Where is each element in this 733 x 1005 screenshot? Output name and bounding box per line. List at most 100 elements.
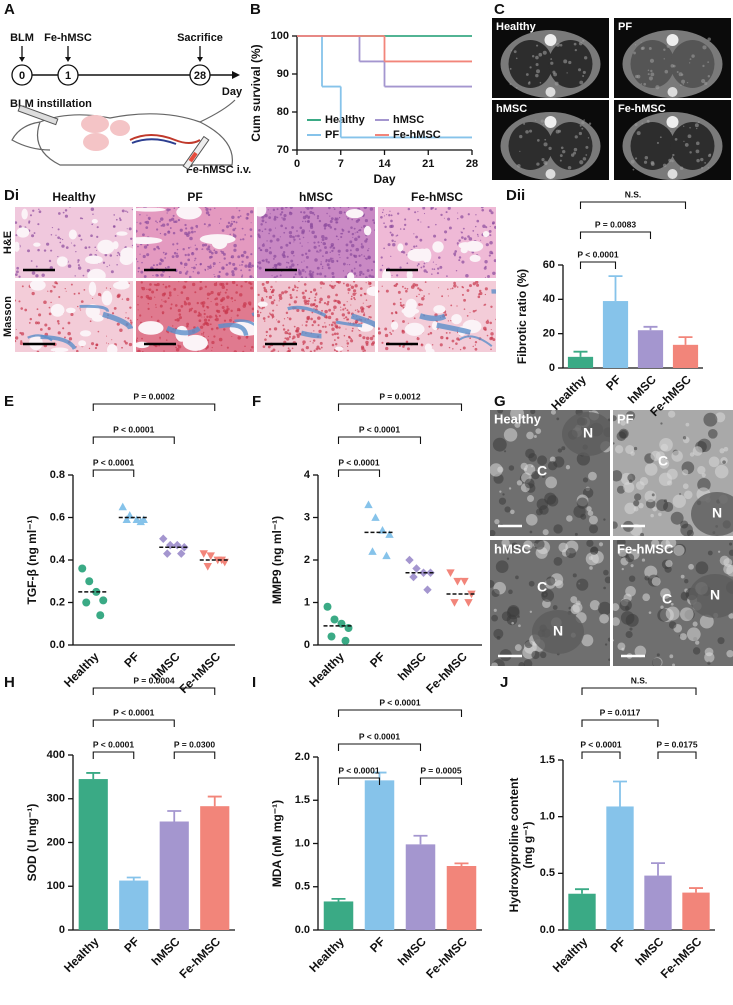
cell — [140, 281, 143, 284]
organelle — [633, 446, 638, 451]
cell — [264, 248, 269, 253]
ct-texture — [648, 47, 652, 50]
cell — [333, 305, 337, 310]
cell — [272, 234, 276, 238]
significance-bracket — [337, 709, 463, 717]
cell — [331, 343, 335, 347]
data-point — [327, 632, 336, 641]
alveolus — [404, 322, 425, 336]
cell — [338, 253, 340, 256]
cell — [445, 211, 448, 214]
cell — [300, 276, 304, 278]
organelle — [659, 437, 673, 452]
cell — [456, 242, 459, 245]
cell — [192, 266, 196, 270]
ct-texture — [577, 68, 582, 72]
cell — [261, 219, 265, 223]
cell — [462, 346, 466, 350]
cell — [239, 293, 243, 297]
cell — [362, 313, 366, 317]
cell — [261, 307, 263, 310]
ct-texture — [678, 72, 683, 77]
cell — [374, 229, 375, 231]
alveolus — [382, 269, 391, 278]
error-bar — [573, 350, 588, 357]
cell — [352, 236, 354, 239]
alveolus — [78, 340, 87, 347]
alveolus — [199, 234, 236, 245]
cell — [335, 293, 338, 297]
ct-texture — [670, 130, 672, 133]
cell — [270, 285, 273, 289]
cell — [458, 239, 461, 242]
ct-trachea — [666, 34, 679, 46]
cell — [318, 329, 322, 334]
organelle — [506, 557, 510, 560]
ct-texture — [535, 73, 539, 78]
cell — [144, 221, 147, 224]
cell — [387, 243, 391, 247]
cell — [231, 215, 235, 219]
cell — [407, 322, 409, 324]
cell — [236, 314, 239, 317]
organelle — [729, 542, 733, 546]
cell — [276, 208, 279, 211]
cell — [229, 233, 231, 236]
column-label: hMSC — [299, 190, 333, 204]
cell — [195, 247, 199, 251]
cell — [445, 331, 448, 334]
cell — [187, 231, 191, 235]
cell — [199, 281, 202, 283]
organelle — [714, 464, 729, 479]
ct-texture — [579, 160, 584, 165]
ct-texture — [548, 146, 552, 151]
cell — [459, 348, 462, 351]
panel-label: Di — [4, 187, 19, 204]
cell — [276, 304, 278, 306]
cell — [198, 313, 200, 315]
cell — [210, 290, 214, 295]
data-point — [122, 515, 131, 523]
cell — [137, 245, 139, 248]
cell — [249, 282, 253, 286]
cell — [214, 298, 217, 301]
cell — [245, 336, 249, 339]
image-group — [257, 281, 375, 352]
cell — [159, 336, 161, 339]
cell — [390, 214, 393, 217]
alveolus — [432, 241, 444, 253]
ct-texture — [630, 159, 635, 164]
cell — [329, 226, 333, 229]
cell — [484, 260, 488, 264]
organelle — [490, 529, 496, 536]
organelle — [682, 469, 689, 476]
ct-texture — [582, 157, 587, 161]
ct-texture — [679, 166, 684, 171]
cell — [223, 319, 227, 322]
cell — [472, 310, 476, 313]
cell — [204, 269, 206, 272]
cell — [250, 266, 252, 269]
significance-label: P < 0.0001 — [113, 424, 154, 434]
cell — [354, 284, 358, 288]
organelle — [627, 473, 636, 482]
organelle — [536, 498, 549, 510]
tail — [199, 99, 236, 123]
cell — [184, 286, 187, 289]
significance-bracket — [173, 751, 216, 759]
ct-texture — [557, 124, 559, 126]
cell — [227, 221, 231, 225]
cell — [344, 307, 347, 310]
cell — [54, 281, 58, 285]
cell — [277, 320, 281, 324]
cell — [162, 300, 164, 302]
cell — [276, 216, 279, 219]
data-point — [405, 555, 414, 565]
cell — [405, 289, 408, 293]
cell — [336, 221, 339, 224]
ct-texture — [519, 134, 523, 139]
cell — [421, 290, 423, 292]
cell — [467, 213, 470, 216]
organelle — [526, 431, 534, 440]
cell — [476, 233, 479, 236]
